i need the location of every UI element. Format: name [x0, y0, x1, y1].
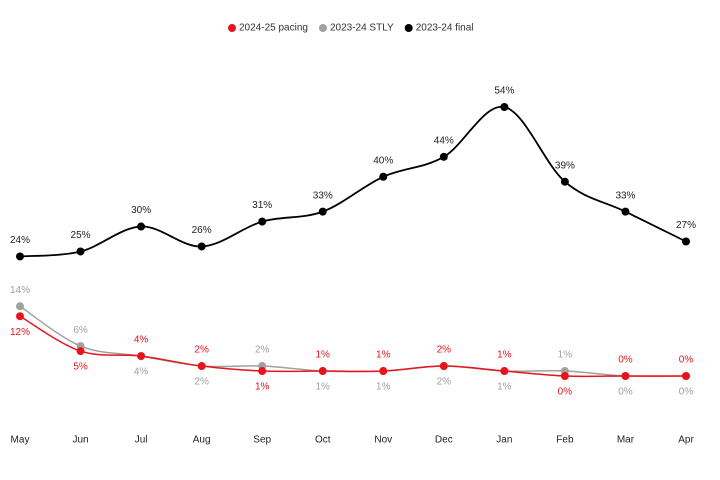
legend-label: 2023-24 final [416, 23, 474, 34]
data-label: 1% [497, 382, 512, 393]
data-label: 0% [618, 355, 633, 366]
x-tick-label: Jul [135, 435, 148, 446]
data-point [621, 207, 630, 216]
data-label: 4% [134, 367, 149, 378]
data-point [16, 302, 24, 311]
data-label: 54% [494, 86, 514, 97]
data-point [379, 367, 388, 376]
data-label: 2% [194, 345, 209, 356]
x-tick-label: Dec [435, 435, 453, 446]
data-label: 2% [437, 377, 452, 388]
data-label: 0% [558, 387, 573, 398]
data-label: 1% [558, 350, 573, 361]
data-label: 1% [376, 382, 391, 393]
data-point [197, 242, 206, 251]
data-label: 1% [316, 350, 331, 361]
data-label: 12% [10, 327, 30, 338]
data-label: 33% [615, 190, 635, 201]
data-label: 44% [434, 135, 454, 146]
data-label: 40% [373, 155, 393, 166]
data-point [16, 252, 24, 261]
data-point [197, 362, 206, 371]
legend-label: 2024-25 pacing [239, 23, 308, 34]
data-point [379, 172, 388, 181]
data-point [76, 247, 85, 256]
data-point [682, 237, 690, 246]
x-tick-label: Mar [617, 435, 635, 446]
data-point [439, 362, 448, 371]
x-tick-label: Jun [72, 435, 88, 446]
data-label: 6% [73, 325, 88, 336]
data-point [318, 207, 327, 216]
data-label: 1% [376, 350, 391, 361]
data-label: 26% [192, 225, 212, 236]
data-label: 2% [437, 345, 452, 356]
data-label: 39% [555, 160, 575, 171]
data-label: 14% [10, 285, 30, 296]
data-label: 30% [131, 205, 151, 216]
x-tick-label: Jan [496, 435, 512, 446]
data-point [560, 372, 569, 380]
data-label: 1% [316, 382, 331, 393]
data-label: 5% [73, 362, 88, 373]
data-label: 2% [194, 377, 209, 388]
data-label: 1% [255, 382, 270, 393]
data-point [500, 367, 509, 376]
data-point [137, 222, 146, 231]
data-point [560, 177, 569, 186]
data-point [621, 372, 630, 380]
x-tick-label: Oct [315, 435, 331, 446]
data-point [16, 312, 24, 321]
series-line [19, 106, 687, 258]
data-label: 24% [10, 235, 30, 246]
data-point [318, 367, 327, 376]
legend-marker [404, 24, 413, 32]
data-point [682, 372, 690, 380]
data-label: 33% [313, 190, 333, 201]
data-label: 31% [252, 200, 272, 211]
x-tick-label: Nov [374, 435, 392, 446]
data-label: 2% [255, 345, 270, 356]
data-label: 0% [679, 355, 694, 366]
x-tick-label: Feb [556, 435, 574, 446]
data-label: 25% [71, 230, 91, 241]
legend-marker [228, 24, 236, 32]
legend-label: 2023-24 STLY [330, 23, 394, 34]
data-point [137, 352, 146, 361]
data-label: 0% [679, 387, 694, 398]
data-label: 0% [618, 387, 633, 398]
data-point [439, 152, 448, 161]
x-tick-label: Apr [678, 435, 694, 446]
x-tick-label: May [11, 435, 30, 446]
data-point [76, 347, 85, 356]
legend-marker [318, 24, 327, 32]
data-label: 4% [134, 335, 149, 346]
data-point [500, 103, 509, 111]
data-label: 1% [497, 350, 512, 361]
x-tick-label: Aug [193, 435, 211, 446]
x-tick-label: Sep [253, 435, 271, 446]
series-line [19, 305, 687, 378]
series-line [19, 315, 686, 378]
data-point [258, 217, 267, 226]
data-point [258, 367, 267, 376]
data-label: 27% [676, 220, 696, 231]
